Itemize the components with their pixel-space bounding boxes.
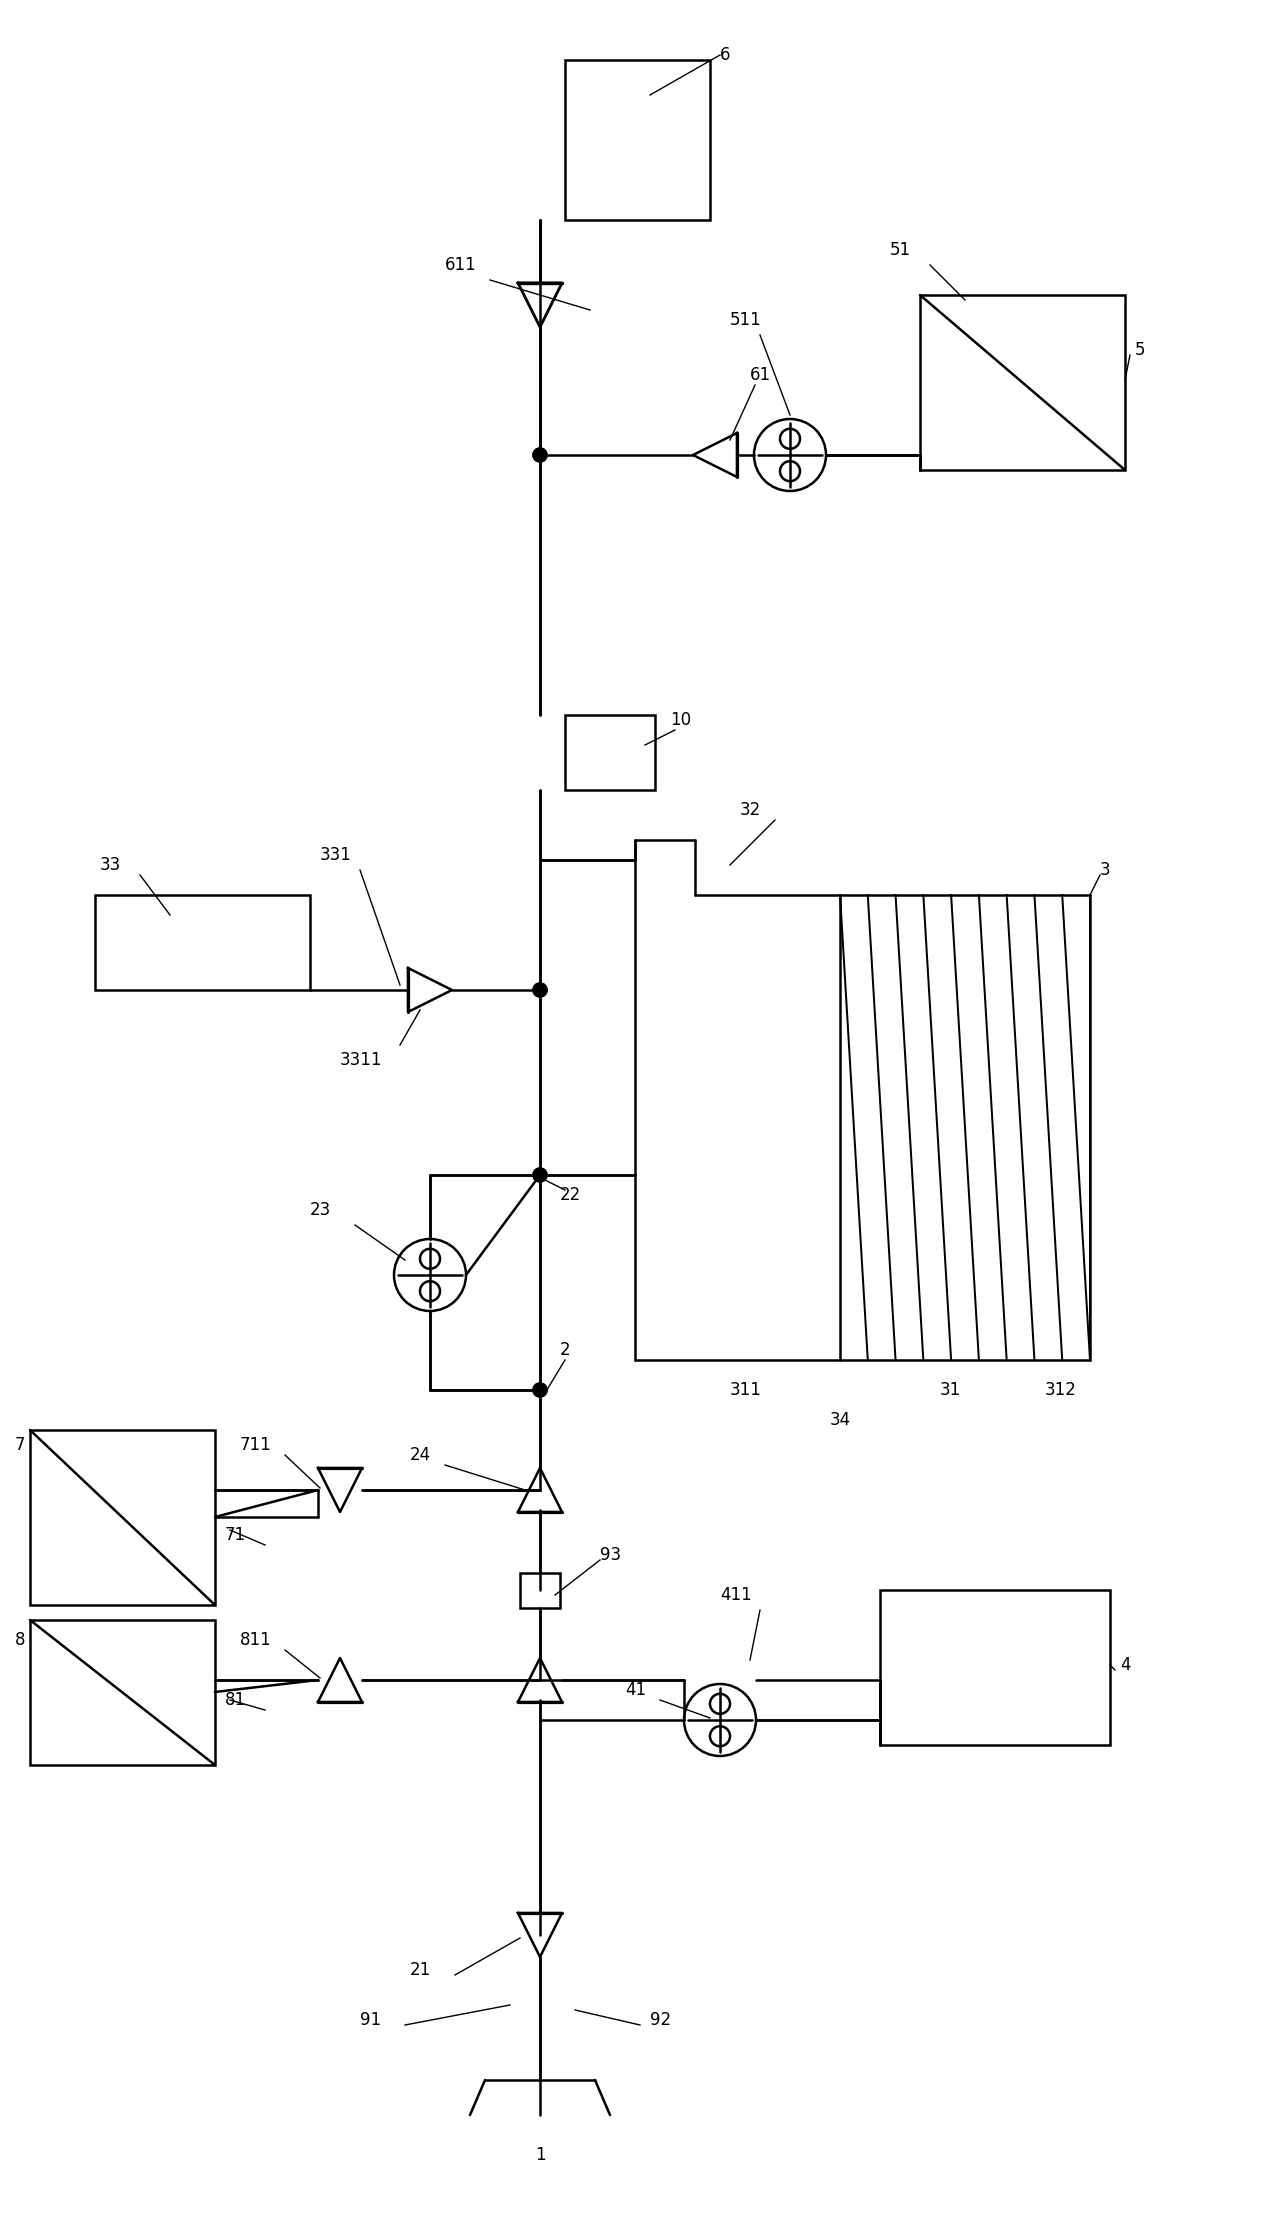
Circle shape <box>533 1167 547 1183</box>
Circle shape <box>533 449 547 462</box>
Text: 6: 6 <box>720 47 731 65</box>
Circle shape <box>533 1167 547 1183</box>
Text: 24: 24 <box>410 1446 431 1464</box>
Circle shape <box>533 449 547 462</box>
Text: 61: 61 <box>750 366 771 384</box>
Text: 21: 21 <box>410 1962 431 1980</box>
Text: 32: 32 <box>739 801 761 819</box>
Circle shape <box>533 1384 547 1397</box>
Text: 312: 312 <box>1045 1382 1077 1399</box>
Circle shape <box>533 1384 547 1397</box>
Bar <box>30 1431 215 1605</box>
Text: 51: 51 <box>890 241 911 259</box>
Bar <box>920 295 1125 471</box>
Text: 22: 22 <box>560 1185 581 1203</box>
Text: 41: 41 <box>624 1681 646 1699</box>
Text: 23: 23 <box>310 1201 331 1219</box>
Text: 611: 611 <box>445 257 477 275</box>
Text: 3311: 3311 <box>340 1051 383 1069</box>
Text: 511: 511 <box>731 310 762 328</box>
Text: 331: 331 <box>320 846 351 864</box>
Text: 3: 3 <box>1100 862 1111 879</box>
Text: 91: 91 <box>360 2011 382 2029</box>
Bar <box>95 895 310 991</box>
Circle shape <box>533 982 547 998</box>
Bar <box>880 1589 1110 1745</box>
Text: 31: 31 <box>940 1382 961 1399</box>
Text: 8: 8 <box>15 1632 25 1649</box>
Bar <box>520 1574 560 1607</box>
Text: 5: 5 <box>1135 341 1145 359</box>
Text: 10: 10 <box>670 712 691 730</box>
Text: 93: 93 <box>600 1547 621 1565</box>
Text: 711: 711 <box>240 1435 272 1453</box>
Bar <box>565 60 710 221</box>
Bar <box>30 1620 215 1766</box>
Text: 7: 7 <box>15 1435 25 1453</box>
Text: 811: 811 <box>240 1632 272 1649</box>
Text: 81: 81 <box>225 1692 246 1710</box>
Text: 34: 34 <box>830 1411 851 1428</box>
Text: 2: 2 <box>560 1341 570 1359</box>
Text: 411: 411 <box>720 1587 752 1605</box>
Circle shape <box>533 982 547 998</box>
Text: 4: 4 <box>1120 1656 1130 1674</box>
Text: 311: 311 <box>731 1382 762 1399</box>
Bar <box>565 714 655 790</box>
Text: 71: 71 <box>225 1527 246 1545</box>
Text: 1: 1 <box>535 2145 545 2165</box>
Text: 92: 92 <box>650 2011 671 2029</box>
Text: 33: 33 <box>100 857 121 875</box>
